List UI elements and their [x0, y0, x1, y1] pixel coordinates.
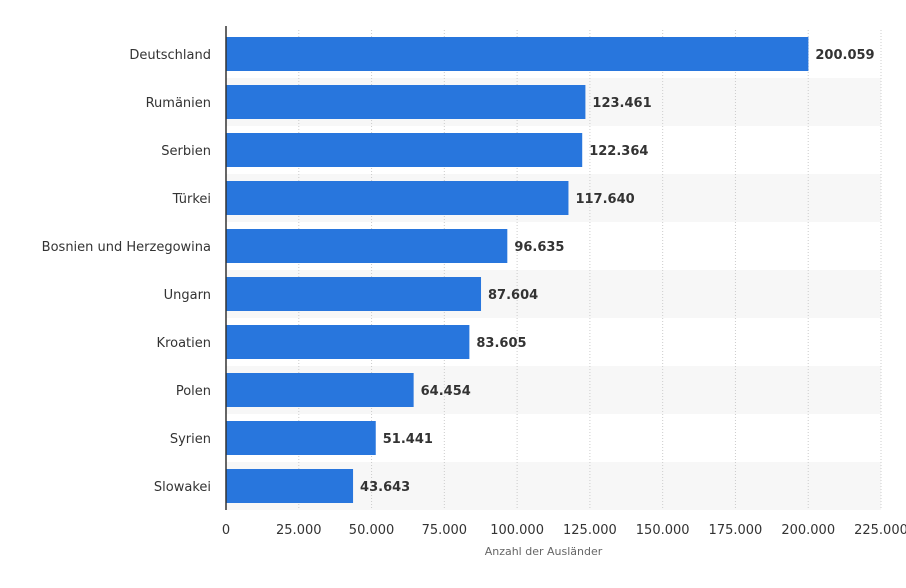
- x-tick-label: 150.000: [636, 523, 690, 538]
- category-label: Türkei: [172, 192, 211, 207]
- x-tick-label: 200.000: [781, 523, 835, 538]
- category-label: Serbien: [161, 144, 211, 159]
- bar: [226, 277, 482, 311]
- x-tick-label: 50.000: [349, 523, 395, 538]
- x-tick-label: 125.000: [563, 523, 617, 538]
- value-label: 200.059: [815, 48, 874, 63]
- value-label: 43.643: [360, 480, 410, 495]
- category-label: Ungarn: [164, 288, 211, 303]
- x-axis-title: Anzahl der Ausländer: [485, 545, 603, 558]
- bar: [226, 85, 586, 119]
- x-tick-label: 100.000: [490, 523, 544, 538]
- value-label: 87.604: [488, 288, 538, 303]
- bar: [226, 37, 809, 71]
- category-label: Polen: [176, 384, 211, 399]
- x-tick-label: 25.000: [276, 523, 322, 538]
- bar: [226, 229, 508, 263]
- category-label: Syrien: [170, 432, 211, 447]
- bar: [226, 181, 569, 215]
- x-tick-label: 75.000: [422, 523, 468, 538]
- bar: [226, 373, 414, 407]
- value-label: 51.441: [383, 432, 433, 447]
- value-label: 123.461: [592, 96, 651, 111]
- value-label: 64.454: [421, 384, 471, 399]
- x-tick-label: 0: [222, 523, 230, 538]
- category-label: Bosnien und Herzegowina: [42, 240, 211, 255]
- category-label: Slowakei: [154, 480, 211, 495]
- bar: [226, 469, 354, 503]
- x-tick-label: 175.000: [709, 523, 763, 538]
- value-label: 96.635: [514, 240, 564, 255]
- category-label: Rumänien: [146, 96, 211, 111]
- bar: [226, 325, 470, 359]
- bar: [226, 421, 376, 455]
- category-label: Kroatien: [157, 336, 211, 351]
- bar: [226, 133, 583, 167]
- value-label: 83.605: [476, 336, 526, 351]
- category-label: Deutschland: [129, 48, 211, 63]
- value-label: 122.364: [589, 144, 648, 159]
- x-tick-label: 225.000: [854, 523, 906, 538]
- value-label: 117.640: [575, 192, 634, 207]
